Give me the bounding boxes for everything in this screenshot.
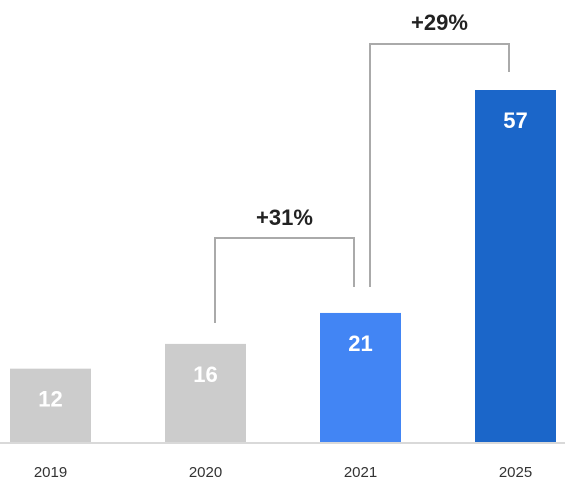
bar-value-label-2025: 57 xyxy=(503,108,527,133)
x-tick-label-2020: 2020 xyxy=(189,464,222,481)
bar-value-label-2021: 21 xyxy=(348,331,372,356)
growth-annotations: +31% +29% xyxy=(214,10,510,323)
bar-series: 12 16 21 57 xyxy=(10,90,556,443)
x-tick-label-2019: 2019 xyxy=(34,464,67,481)
bar-2021 xyxy=(320,312,401,443)
x-tick-label-2021: 2021 xyxy=(344,464,377,481)
x-axis-ticks: 2019 2020 2021 2025 xyxy=(34,464,532,481)
growth-label-2021-2025: +29% xyxy=(411,10,468,35)
growth-bracket-2020-2021 xyxy=(214,237,355,323)
growth-bracket-2021-2025 xyxy=(369,43,510,287)
bar-2020 xyxy=(165,343,246,443)
bar-2025 xyxy=(475,90,556,443)
bar-value-label-2020: 16 xyxy=(193,362,217,387)
bar-2019 xyxy=(10,368,91,443)
x-tick-label-2025: 2025 xyxy=(499,464,532,481)
growth-label-2020-2021: +31% xyxy=(256,205,313,230)
bar-value-label-2019: 12 xyxy=(38,387,62,412)
